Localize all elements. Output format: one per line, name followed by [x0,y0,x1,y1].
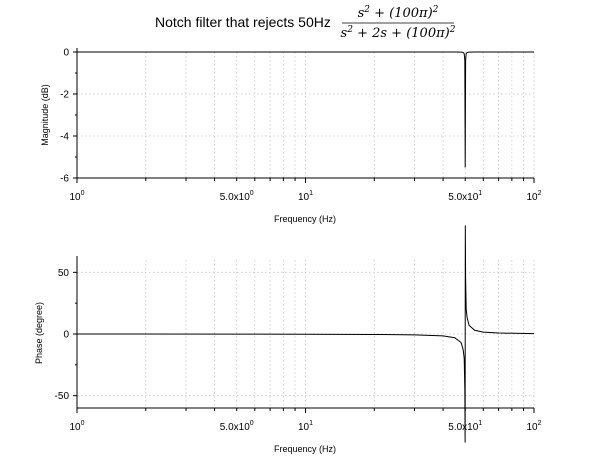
phase-series-line [76,225,535,443]
phase-x-tick-label: 100 [69,420,84,433]
magnitude-x-tick-label: 102 [526,190,541,203]
phase-x-tick-label: 101 [298,420,313,433]
phase-curve-layer [76,225,535,443]
phase-y-tick-label: 0 [63,330,69,341]
phase-x-tick-label: 5.0x100 [220,420,254,433]
phase-y-tick-label: -50 [55,391,70,402]
tf-denominator: s2 + 2s + (100π)2 [341,25,456,41]
magnitude-axes [73,48,535,183]
phase-y-tick-label: 50 [58,268,70,279]
phase-axes [73,256,535,413]
transfer-function: s2 + (100π)2 s2 + 2s + (100π)2 [341,5,456,41]
phase-plot: 50 0 -50 100 5.0x100 101 5.0x101 102 Frequency … [34,225,542,454]
phase-y-axis-label: Phase (degree) [34,302,44,364]
phase-x-axis-label: Frequency (Hz) [274,444,336,454]
magnitude-x-tick-label: 101 [298,190,313,203]
magnitude-y-axis-label: Magnitude (dB) [40,84,50,146]
phase-x-tick-label: 102 [526,420,541,433]
magnitude-series-line [77,51,534,168]
magnitude-x-axis-label: Frequency (Hz) [274,214,336,224]
phase-tick-labels: 50 0 -50 100 5.0x100 101 5.0x101 102 [55,268,542,433]
magnitude-x-tick-label: 5.0x100 [220,190,254,203]
magnitude-curve-layer [77,51,534,168]
phase-x-tick-label: 5.0x101 [448,420,482,433]
magnitude-y-tick-label: 0 [63,48,69,59]
magnitude-x-tick-label: 100 [69,190,84,203]
magnitude-y-tick-label: -4 [60,132,69,143]
magnitude-y-tick-label: -2 [60,90,69,101]
magnitude-x-tick-label: 5.0x101 [448,190,482,203]
chart-title: Notch filter that rejects 50Hz [155,14,331,30]
tf-numerator: s2 + (100π)2 [358,5,439,21]
magnitude-y-tick-label: -6 [60,174,69,185]
